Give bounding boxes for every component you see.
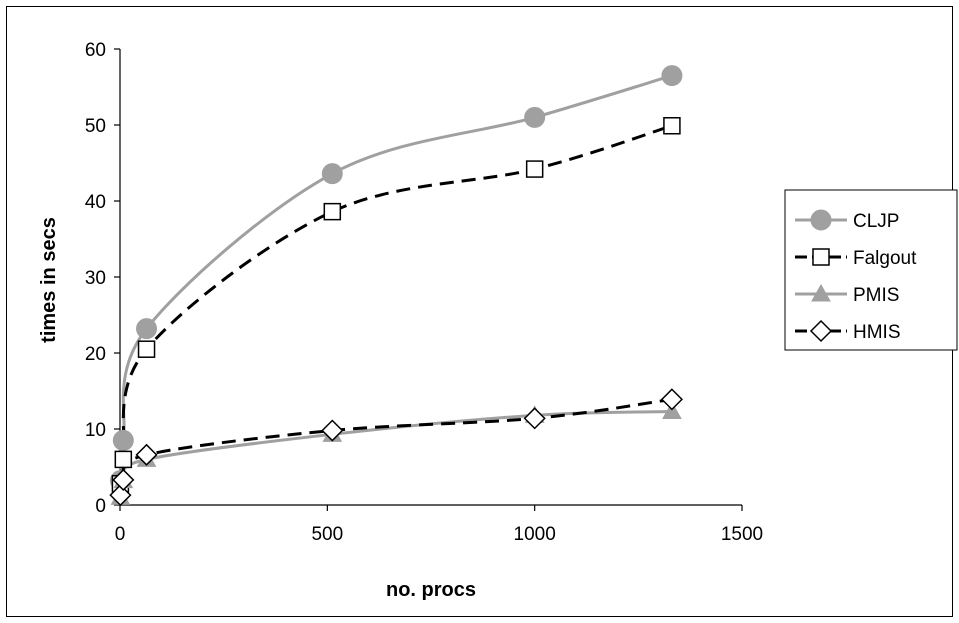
x-tick-label: 500: [311, 524, 343, 545]
legend-label-falgout: Falgout: [853, 248, 917, 269]
series-line-falgout: [120, 126, 672, 484]
y-axis-title: times in secs: [38, 217, 60, 343]
legend-label-cljp: CLJP: [853, 211, 899, 232]
data-point-hmis: [525, 408, 545, 428]
legend-label-pmis: PMIS: [853, 285, 899, 306]
y-tick-label: 40: [85, 192, 106, 213]
x-axis-title: no. procs: [386, 579, 476, 601]
series-line-pmis: [120, 412, 672, 498]
x-tick-label: 1000: [514, 524, 556, 545]
y-tick-label: 20: [85, 344, 106, 365]
legend-marker-falgout: [813, 249, 829, 265]
y-tick-label: 30: [85, 268, 106, 289]
x-tick-label: 0: [115, 524, 126, 545]
data-point-falgout: [115, 451, 131, 467]
data-point-falgout: [139, 341, 155, 357]
legend-marker-cljp: [811, 210, 831, 230]
data-point-falgout: [664, 118, 680, 134]
data-point-hmis: [662, 389, 682, 409]
legend-label-hmis: HMIS: [853, 322, 901, 343]
y-tick-label: 60: [85, 40, 106, 61]
series-line-cljp: [120, 76, 672, 481]
data-point-falgout: [527, 161, 543, 177]
x-tick-label: 1500: [721, 524, 763, 545]
data-point-cljp: [137, 319, 157, 339]
y-tick-label: 10: [85, 420, 106, 441]
data-point-cljp: [113, 430, 133, 450]
data-point-cljp: [662, 66, 682, 86]
data-point-cljp: [322, 164, 342, 184]
y-tick-label: 0: [95, 496, 106, 517]
legend: CLJP Falgout PMIS HMIS: [785, 190, 957, 350]
y-tick-label: 50: [85, 116, 106, 137]
data-point-cljp: [525, 107, 545, 127]
data-point-falgout: [324, 204, 340, 220]
